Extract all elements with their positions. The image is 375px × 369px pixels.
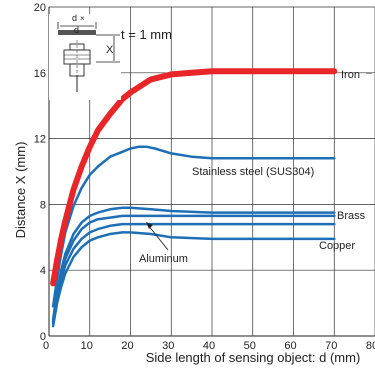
label-brass: Brass	[337, 210, 366, 222]
aluminum-pointer-line	[147, 224, 169, 251]
series-group	[50, 68, 372, 328]
annotations: Iron Stainless steel (SUS304) Brass Copp…	[139, 69, 366, 265]
x-tick-label: 30	[162, 340, 174, 352]
x-axis-label: Side length of sensing object: d (mm)	[146, 350, 361, 365]
y-tick-label: 12	[34, 134, 46, 146]
x-tick-label: 0	[43, 340, 49, 352]
d-label-lower: d	[74, 25, 79, 35]
x-tick-label: 10	[81, 340, 93, 352]
series-line-unlabeled	[51, 214, 336, 323]
label-copper: Copper	[319, 240, 355, 252]
y-tick-label: 8	[40, 199, 46, 211]
x-tick-label: 60	[284, 340, 296, 352]
y-tick-label: 16	[34, 68, 46, 80]
sensor-diagram: d × d X t = 1 mm	[49, 13, 172, 100]
series-line-copper	[51, 231, 336, 328]
series-line-iron	[50, 68, 338, 287]
y-tick-label: 20	[34, 2, 46, 14]
aluminum-pointer-arrowhead	[146, 222, 153, 229]
thickness-label: t = 1 mm	[121, 27, 172, 42]
label-iron: Iron	[341, 69, 360, 81]
d-label: d	[72, 13, 77, 23]
sensing-object-plate	[58, 30, 96, 35]
x-tick-label: 50	[244, 340, 256, 352]
label-aluminum: Aluminum	[139, 253, 188, 265]
x-tick-label: 80	[366, 340, 375, 352]
label-stainless: Stainless steel (SUS304)	[192, 166, 314, 178]
axes: 0 10 20 30 40 50 60 70 80 0 4 8 12 16 20	[34, 2, 375, 352]
x-label: X	[106, 44, 114, 56]
y-tick-label: 0	[40, 331, 46, 343]
d-cross-symbol: ×	[80, 14, 85, 23]
x-tick-label: 70	[325, 340, 337, 352]
series-line-aluminum	[51, 222, 336, 325]
y-axis-label: Distance X (mm)	[13, 142, 28, 239]
x-tick-label: 20	[121, 340, 133, 352]
y-tick-label: 4	[40, 265, 46, 277]
x-tick-label: 40	[203, 340, 215, 352]
